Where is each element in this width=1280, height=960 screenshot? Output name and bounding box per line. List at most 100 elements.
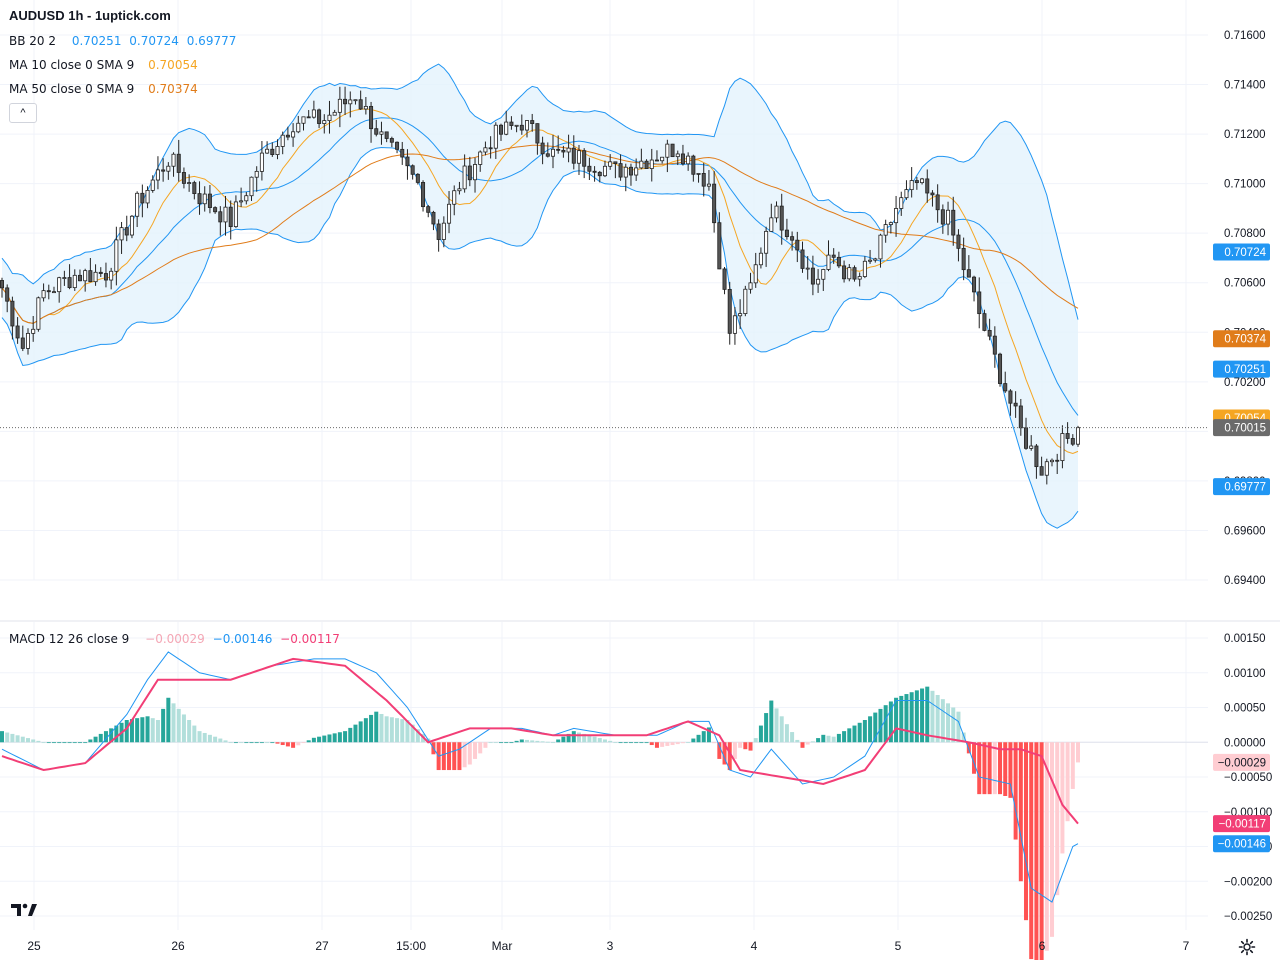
candle-body [1018,405,1023,429]
macd-histogram-bar [358,721,363,743]
candle-body [415,173,420,183]
ma50-legend: MA 50 close 0 SMA 9 0.70374 [9,82,198,96]
macd-histogram-bar [561,736,566,743]
macd-histogram-bar [228,742,233,744]
candle-body [129,215,134,236]
candle-body [894,208,899,224]
bb-upper-line [1,63,1079,320]
candle-body [686,155,691,165]
price-tick-label: 0.70800 [1224,228,1266,240]
gear-icon[interactable] [1238,938,1256,956]
macd-histogram-bar [254,742,259,744]
macd-histogram-bar [540,741,545,743]
candle-body [358,99,363,110]
candle-body [998,353,1003,384]
collapse-legend-button[interactable]: ^ [9,103,37,123]
candle-body [654,159,659,162]
macd-histogram-bar [613,742,618,744]
macd-histogram-bar [197,731,202,743]
candle-body [810,267,815,285]
macd-histogram-bar [369,714,374,743]
candle-body [218,211,223,223]
candle-body [576,150,581,164]
macd-histogram-bar [665,742,670,746]
macd-histogram-bar [462,742,467,768]
candle-body [951,209,956,236]
candle-body [977,291,982,315]
macd-histogram-bar [732,742,737,759]
ma50-value: 0.70374 [148,82,198,96]
macd-histogram-bar [374,711,379,743]
macd-histogram-bar [587,735,592,743]
macd-histogram-bar [842,731,847,743]
macd-histogram-bar [166,697,171,743]
candle-body [582,150,587,167]
candle-body [322,120,327,124]
macd-histogram-bar [343,731,348,743]
macd-histogram-bar [670,742,675,746]
candle-body [244,195,249,202]
candle-body [540,142,545,155]
macd-signal-value: −0.00117 [280,632,340,646]
time-tick-label: 15:00 [396,939,426,953]
candle-body [914,180,919,184]
candle-body [701,173,706,187]
macd-histogram-bar [556,739,561,743]
time-tick-label: Mar [492,939,513,953]
candle-body [800,249,805,269]
candle-body [31,328,36,334]
candle-body [311,109,316,118]
macd-histogram-bar [337,732,342,743]
candle-body [644,160,649,169]
candle-body [145,189,150,204]
tradingview-logo-icon[interactable] [9,900,39,920]
candle-body [561,149,566,153]
macd-histogram-bar [1013,742,1018,840]
macd-histogram-bar [821,734,826,743]
candle-body [83,270,88,282]
macd-histogram-bar [15,735,20,743]
macd-histogram-bar [67,742,72,744]
candle-body [836,256,841,267]
macd-histogram-bar [868,716,873,743]
candle-body [696,173,701,175]
candle-body [1070,438,1075,445]
macd-histogram-bar [114,725,119,743]
candle-body [862,260,867,277]
candle-body [135,192,140,217]
candle-body [400,148,405,158]
macd-label-tag-bg [1213,835,1270,853]
macd-histogram-bar [124,720,129,743]
candle-body [1039,466,1044,476]
chart-title: AUDUSD 1h - 1uptick.com [9,8,171,23]
macd-histogram-bar [623,742,628,744]
macd-histogram-bar [535,740,540,743]
macd-histogram-bar [608,740,613,743]
macd-histogram-bar [982,742,987,795]
macd-histogram-bar [758,725,763,743]
price-labels: 0.707240.703740.702510.700540.700150.697… [1213,243,1270,853]
candle-body [712,183,717,224]
price-label-tag-bg [1213,419,1270,437]
macd-histogram-bar [925,686,930,743]
candle-body [987,330,992,337]
candle-body [353,99,358,102]
macd-histogram-bar [883,705,888,743]
candle-body [956,234,961,249]
price-tick-label: 0.70200 [1224,377,1266,389]
macd-histogram-bar [83,742,88,744]
candle-body [213,207,218,213]
candle-body [946,209,951,225]
candle-body [509,121,514,126]
macd-histogram-bar [395,718,400,743]
macd-histogram-bar [327,734,332,743]
candle-body [493,124,498,149]
macd-histogram-bar [306,740,311,743]
macd-histogram-bar [20,736,25,743]
candle-body [571,147,576,164]
time-tick-label: 3 [607,939,614,953]
macd-histogram-bar [722,742,727,765]
macd-histogram-bar [857,722,862,743]
macd-histogram-bar [244,742,249,744]
